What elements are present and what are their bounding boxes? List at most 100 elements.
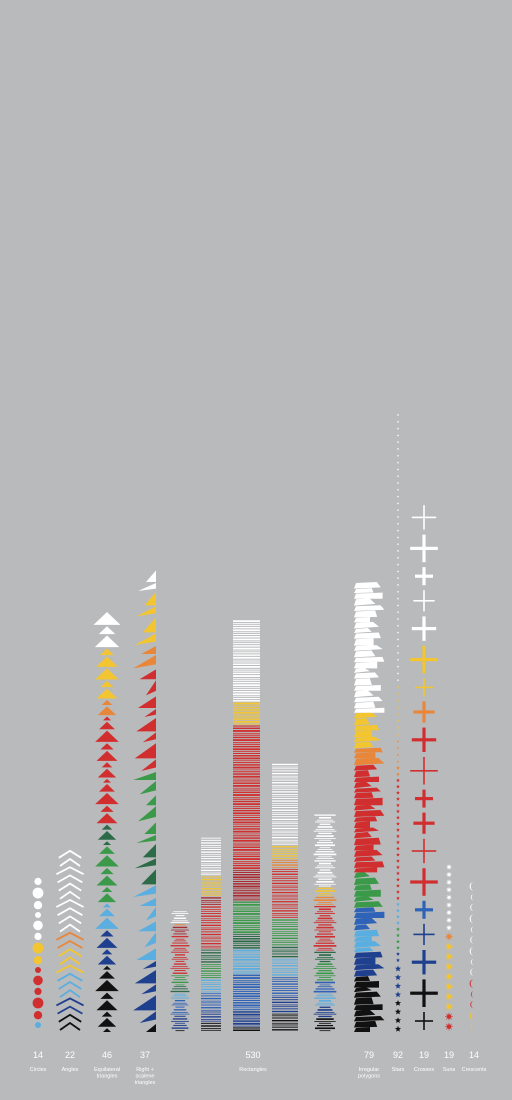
rectangle-mark bbox=[201, 874, 221, 876]
sun-ray-mark bbox=[446, 880, 449, 882]
star-mark bbox=[396, 733, 400, 736]
crescent-mark bbox=[470, 1023, 474, 1030]
rectangle-mark bbox=[317, 894, 333, 896]
rectangle-mark bbox=[272, 809, 298, 811]
suns-label: Suns bbox=[443, 1067, 456, 1073]
polygon-mark bbox=[354, 588, 374, 594]
rectangle-mark bbox=[318, 839, 332, 841]
rectangle-mark bbox=[173, 917, 187, 919]
circle-mark bbox=[32, 997, 44, 1009]
rectangle-mark bbox=[233, 681, 260, 684]
rectangle-mark bbox=[201, 984, 221, 985]
irregular-polygons-label: Irregular bbox=[359, 1067, 380, 1073]
rectangle-mark bbox=[272, 1006, 298, 1008]
triangle-mark bbox=[101, 886, 113, 892]
polygon-mark bbox=[354, 849, 383, 857]
rectangle-mark bbox=[317, 1009, 333, 1011]
rectangle-mark bbox=[172, 942, 188, 944]
rectangle-mark bbox=[201, 995, 221, 997]
sun-mark bbox=[446, 1024, 452, 1029]
rectangle-mark bbox=[315, 896, 335, 899]
rectangle-mark bbox=[171, 929, 189, 931]
sun-ray-mark bbox=[446, 1003, 448, 1006]
polygon-mark bbox=[354, 632, 381, 639]
right-scalene-triangles-label: scalene bbox=[136, 1074, 155, 1080]
star-mark bbox=[396, 679, 400, 682]
rectangle-mark bbox=[201, 1002, 221, 1004]
rectangle-mark bbox=[272, 935, 298, 937]
polygon-mark bbox=[354, 941, 381, 948]
rectangle-mark bbox=[316, 887, 334, 889]
right-triangle-mark bbox=[146, 1024, 156, 1032]
sun-mark bbox=[446, 1004, 452, 1009]
rectangle-mark bbox=[173, 986, 187, 988]
triangle-mark bbox=[95, 855, 119, 867]
rectangle-mark bbox=[233, 784, 260, 787]
star-mark bbox=[396, 852, 400, 857]
rectangle-mark bbox=[233, 766, 260, 769]
rectangle-mark bbox=[170, 990, 190, 993]
rectangle-mark bbox=[314, 951, 336, 954]
polygon-mark bbox=[354, 718, 370, 726]
polygon-mark bbox=[354, 997, 374, 1005]
rectangle-mark bbox=[233, 890, 260, 892]
rectangle-mark bbox=[171, 913, 189, 914]
right-triangle-mark bbox=[142, 617, 156, 633]
star-mark bbox=[396, 502, 400, 505]
right-triangle-mark bbox=[136, 835, 156, 843]
rectangle-mark bbox=[175, 915, 185, 917]
rectangle-mark bbox=[233, 999, 260, 1002]
crosses-label: Crosses bbox=[414, 1067, 434, 1073]
rectangle-mark bbox=[313, 853, 337, 856]
cross-mark bbox=[410, 658, 438, 662]
rectangle-mark bbox=[233, 848, 260, 851]
rectangle-mark bbox=[233, 665, 260, 668]
rectangle-mark bbox=[233, 647, 260, 650]
right-triangle-mark bbox=[144, 822, 156, 834]
star-mark bbox=[396, 556, 400, 559]
rectangle-mark bbox=[175, 984, 185, 986]
triangle-mark bbox=[100, 648, 114, 656]
rectangle-mark bbox=[313, 922, 337, 924]
rectangle-mark bbox=[175, 938, 185, 940]
rectangle-mark bbox=[272, 846, 298, 848]
rectangle-mark bbox=[272, 977, 298, 978]
star-mark bbox=[396, 933, 400, 938]
rectangle-mark bbox=[272, 914, 298, 916]
rectangle-mark bbox=[272, 779, 298, 781]
rectangle-mark bbox=[233, 879, 260, 881]
rectangle-mark bbox=[233, 928, 260, 931]
angle-mark bbox=[55, 997, 85, 1007]
star-mark bbox=[396, 611, 400, 614]
rectangle-mark bbox=[272, 867, 298, 869]
sun-ray-mark bbox=[446, 948, 448, 950]
triangle-mark bbox=[95, 979, 119, 992]
rectangle-mark bbox=[172, 926, 188, 929]
rectangle-mark bbox=[201, 1004, 221, 1006]
polygon-mark bbox=[354, 844, 374, 851]
triangle-mark bbox=[97, 955, 117, 965]
rectangle-mark bbox=[173, 911, 187, 913]
right-triangle-mark bbox=[139, 1011, 156, 1023]
sun-ray-mark bbox=[446, 875, 449, 877]
rectangle-mark bbox=[174, 954, 186, 956]
sun-ray-mark bbox=[449, 890, 452, 892]
rectangle-mark bbox=[233, 839, 260, 842]
rectangle-mark bbox=[201, 876, 221, 878]
star-mark bbox=[396, 597, 400, 600]
polygon-mark bbox=[354, 764, 378, 771]
cross-mark bbox=[410, 880, 438, 884]
rectangle-mark bbox=[233, 974, 260, 977]
rectangle-mark bbox=[233, 789, 260, 791]
sun-ray-mark bbox=[446, 928, 449, 930]
rectangle-mark bbox=[272, 987, 298, 989]
rectangle-mark bbox=[233, 888, 260, 890]
rectangle-mark bbox=[272, 821, 298, 823]
rectangle-mark bbox=[233, 791, 260, 794]
rectangle-mark bbox=[314, 1021, 336, 1022]
polygon-mark bbox=[354, 690, 374, 698]
rectangle-mark bbox=[201, 922, 221, 924]
star-mark bbox=[394, 965, 402, 972]
sun-ray-mark bbox=[446, 978, 448, 980]
rectangle-mark bbox=[272, 803, 298, 805]
